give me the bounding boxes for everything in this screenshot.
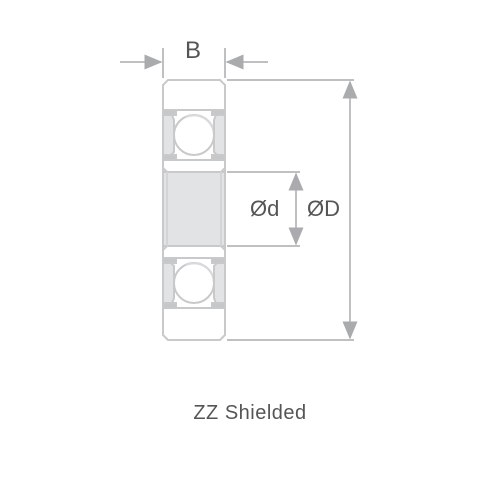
label-D: ØD <box>307 196 340 221</box>
diagram-caption: ZZ Shielded <box>0 402 500 425</box>
label-B: B <box>185 37 201 64</box>
bearing-cross-section-diagram: B Ød ØD <box>0 0 500 500</box>
label-d: Ød <box>250 196 279 221</box>
